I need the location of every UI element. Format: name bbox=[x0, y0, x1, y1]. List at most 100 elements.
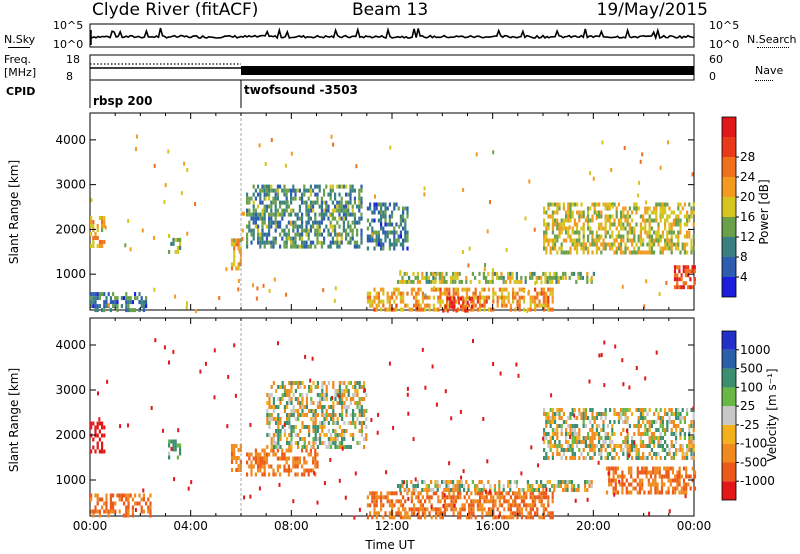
velocity-panel-cell bbox=[496, 507, 499, 512]
power-panel-cell bbox=[571, 230, 574, 235]
power-panel-cell bbox=[478, 271, 481, 276]
power-panel-cell bbox=[545, 295, 548, 300]
velocity-panel-cell bbox=[316, 429, 319, 433]
power-panel-cell bbox=[320, 200, 323, 205]
velocity-panel-cell bbox=[277, 429, 280, 433]
velocity-panel-cell bbox=[319, 405, 322, 409]
power-panel-cell bbox=[276, 220, 279, 225]
power-panel-cell bbox=[466, 300, 469, 305]
power-panel-cell bbox=[342, 208, 345, 213]
velocity-panel-cell bbox=[375, 491, 378, 496]
power-panel-cell bbox=[415, 299, 418, 304]
power-panel-cell bbox=[419, 279, 422, 284]
velocity-panel-cell bbox=[259, 460, 262, 465]
power-panel-cell bbox=[246, 240, 249, 245]
velocity-panel-cell bbox=[257, 452, 260, 457]
power-panel-cell bbox=[536, 295, 539, 300]
velocity-panel-cell bbox=[587, 452, 590, 456]
velocity-panel-cell bbox=[314, 409, 317, 413]
velocity-panel-cell bbox=[388, 491, 391, 496]
power-panel-cell bbox=[577, 271, 580, 276]
power-panel-cell bbox=[562, 218, 565, 223]
power-panel-cell bbox=[559, 275, 562, 280]
power-panel-cell bbox=[329, 184, 332, 189]
velocity-panel-cell bbox=[297, 413, 300, 417]
velocity-panel-speckle bbox=[603, 383, 606, 388]
velocity-panel-cell bbox=[447, 488, 450, 492]
velocity-panel-cell bbox=[341, 437, 344, 441]
power-panel-cell bbox=[98, 240, 101, 244]
power-panel-cell bbox=[567, 230, 570, 235]
velocity-panel-cell bbox=[589, 456, 592, 460]
velocity-panel-cell bbox=[675, 424, 678, 428]
velocity-panel-cell bbox=[125, 513, 128, 518]
power-panel-cell bbox=[358, 220, 361, 225]
velocity-panel-cell bbox=[380, 491, 383, 496]
velocity-panel-cell bbox=[254, 456, 257, 461]
power-panel-cell bbox=[345, 184, 348, 189]
velocity-panel-cell bbox=[312, 381, 315, 385]
power-panel-cell bbox=[334, 208, 337, 213]
velocity-panel-cell bbox=[675, 436, 678, 440]
velocity-panel-cell bbox=[674, 486, 677, 491]
power-panel-cell bbox=[268, 212, 271, 217]
power-panel-cell bbox=[545, 250, 548, 255]
velocity-panel-cell bbox=[611, 432, 614, 436]
power-panel-cell bbox=[246, 244, 249, 249]
velocity-panel-cell bbox=[283, 389, 286, 393]
power-panel-cell bbox=[611, 202, 614, 207]
power-panel-cell bbox=[461, 287, 464, 292]
velocity-panel-cell bbox=[373, 507, 376, 512]
velocity-panel-cell bbox=[349, 413, 352, 417]
power-panel-cell bbox=[470, 299, 473, 304]
power-panel-cell bbox=[426, 303, 429, 308]
noise-tick-top-left: 10^5 bbox=[53, 19, 84, 32]
power-panel-speckle bbox=[322, 288, 325, 293]
velocity-panel-speckle bbox=[459, 409, 462, 414]
velocity-panel-cell bbox=[630, 490, 633, 495]
power-panel-cell bbox=[454, 271, 457, 276]
velocity-panel-cell bbox=[272, 397, 275, 401]
power-panel-cell bbox=[673, 269, 677, 274]
power-panel-cell bbox=[650, 238, 653, 243]
velocity-panel-cell bbox=[401, 480, 404, 484]
velocity-panel-cell bbox=[369, 503, 372, 508]
velocity-panel-speckle bbox=[134, 508, 137, 512]
velocity-panel-cell bbox=[630, 466, 633, 471]
velocity-panel-cell bbox=[470, 499, 473, 504]
power-panel-cell bbox=[598, 214, 601, 219]
power-panel-cell bbox=[690, 206, 693, 211]
power-panel-cell bbox=[98, 304, 101, 309]
velocity-panel-speckle bbox=[598, 353, 601, 358]
velocity-panel-cell bbox=[406, 515, 409, 520]
power-panel-cell bbox=[287, 232, 290, 237]
power-panel-cell bbox=[578, 242, 581, 247]
power-panel-cell bbox=[393, 226, 396, 231]
velocity-panel-cell bbox=[573, 484, 576, 488]
power-panel-cell bbox=[336, 208, 339, 213]
velocity-panel-cell bbox=[325, 389, 328, 393]
power-panel-cell bbox=[677, 222, 680, 227]
velocity-panel-cell bbox=[626, 440, 629, 444]
velocity-panel-cell bbox=[352, 397, 355, 401]
power-panel-cell bbox=[294, 232, 297, 237]
velocity-panel-cell bbox=[578, 408, 581, 412]
velocity-panel-cell bbox=[549, 511, 552, 516]
power-panel-cell bbox=[294, 192, 297, 197]
power-panel-cell bbox=[386, 222, 389, 227]
power-panel-cell bbox=[657, 234, 660, 239]
power-panel-cell bbox=[250, 216, 253, 221]
power-panel-cell bbox=[384, 214, 387, 219]
power-panel-cell bbox=[281, 188, 284, 193]
velocity-panel-cell bbox=[628, 444, 631, 448]
power-panel-speckle bbox=[185, 305, 188, 310]
power-panel-cell bbox=[325, 212, 328, 217]
power-panel-cell bbox=[432, 279, 435, 284]
velocity-panel-cell bbox=[657, 444, 660, 448]
velocity-panel-cell bbox=[276, 456, 279, 461]
power-panel-cell bbox=[551, 287, 554, 292]
power-panel-cell bbox=[675, 218, 678, 223]
power-panel-cell bbox=[331, 212, 334, 217]
power-panel-cell bbox=[316, 224, 319, 229]
power-panel-cell bbox=[565, 210, 568, 215]
